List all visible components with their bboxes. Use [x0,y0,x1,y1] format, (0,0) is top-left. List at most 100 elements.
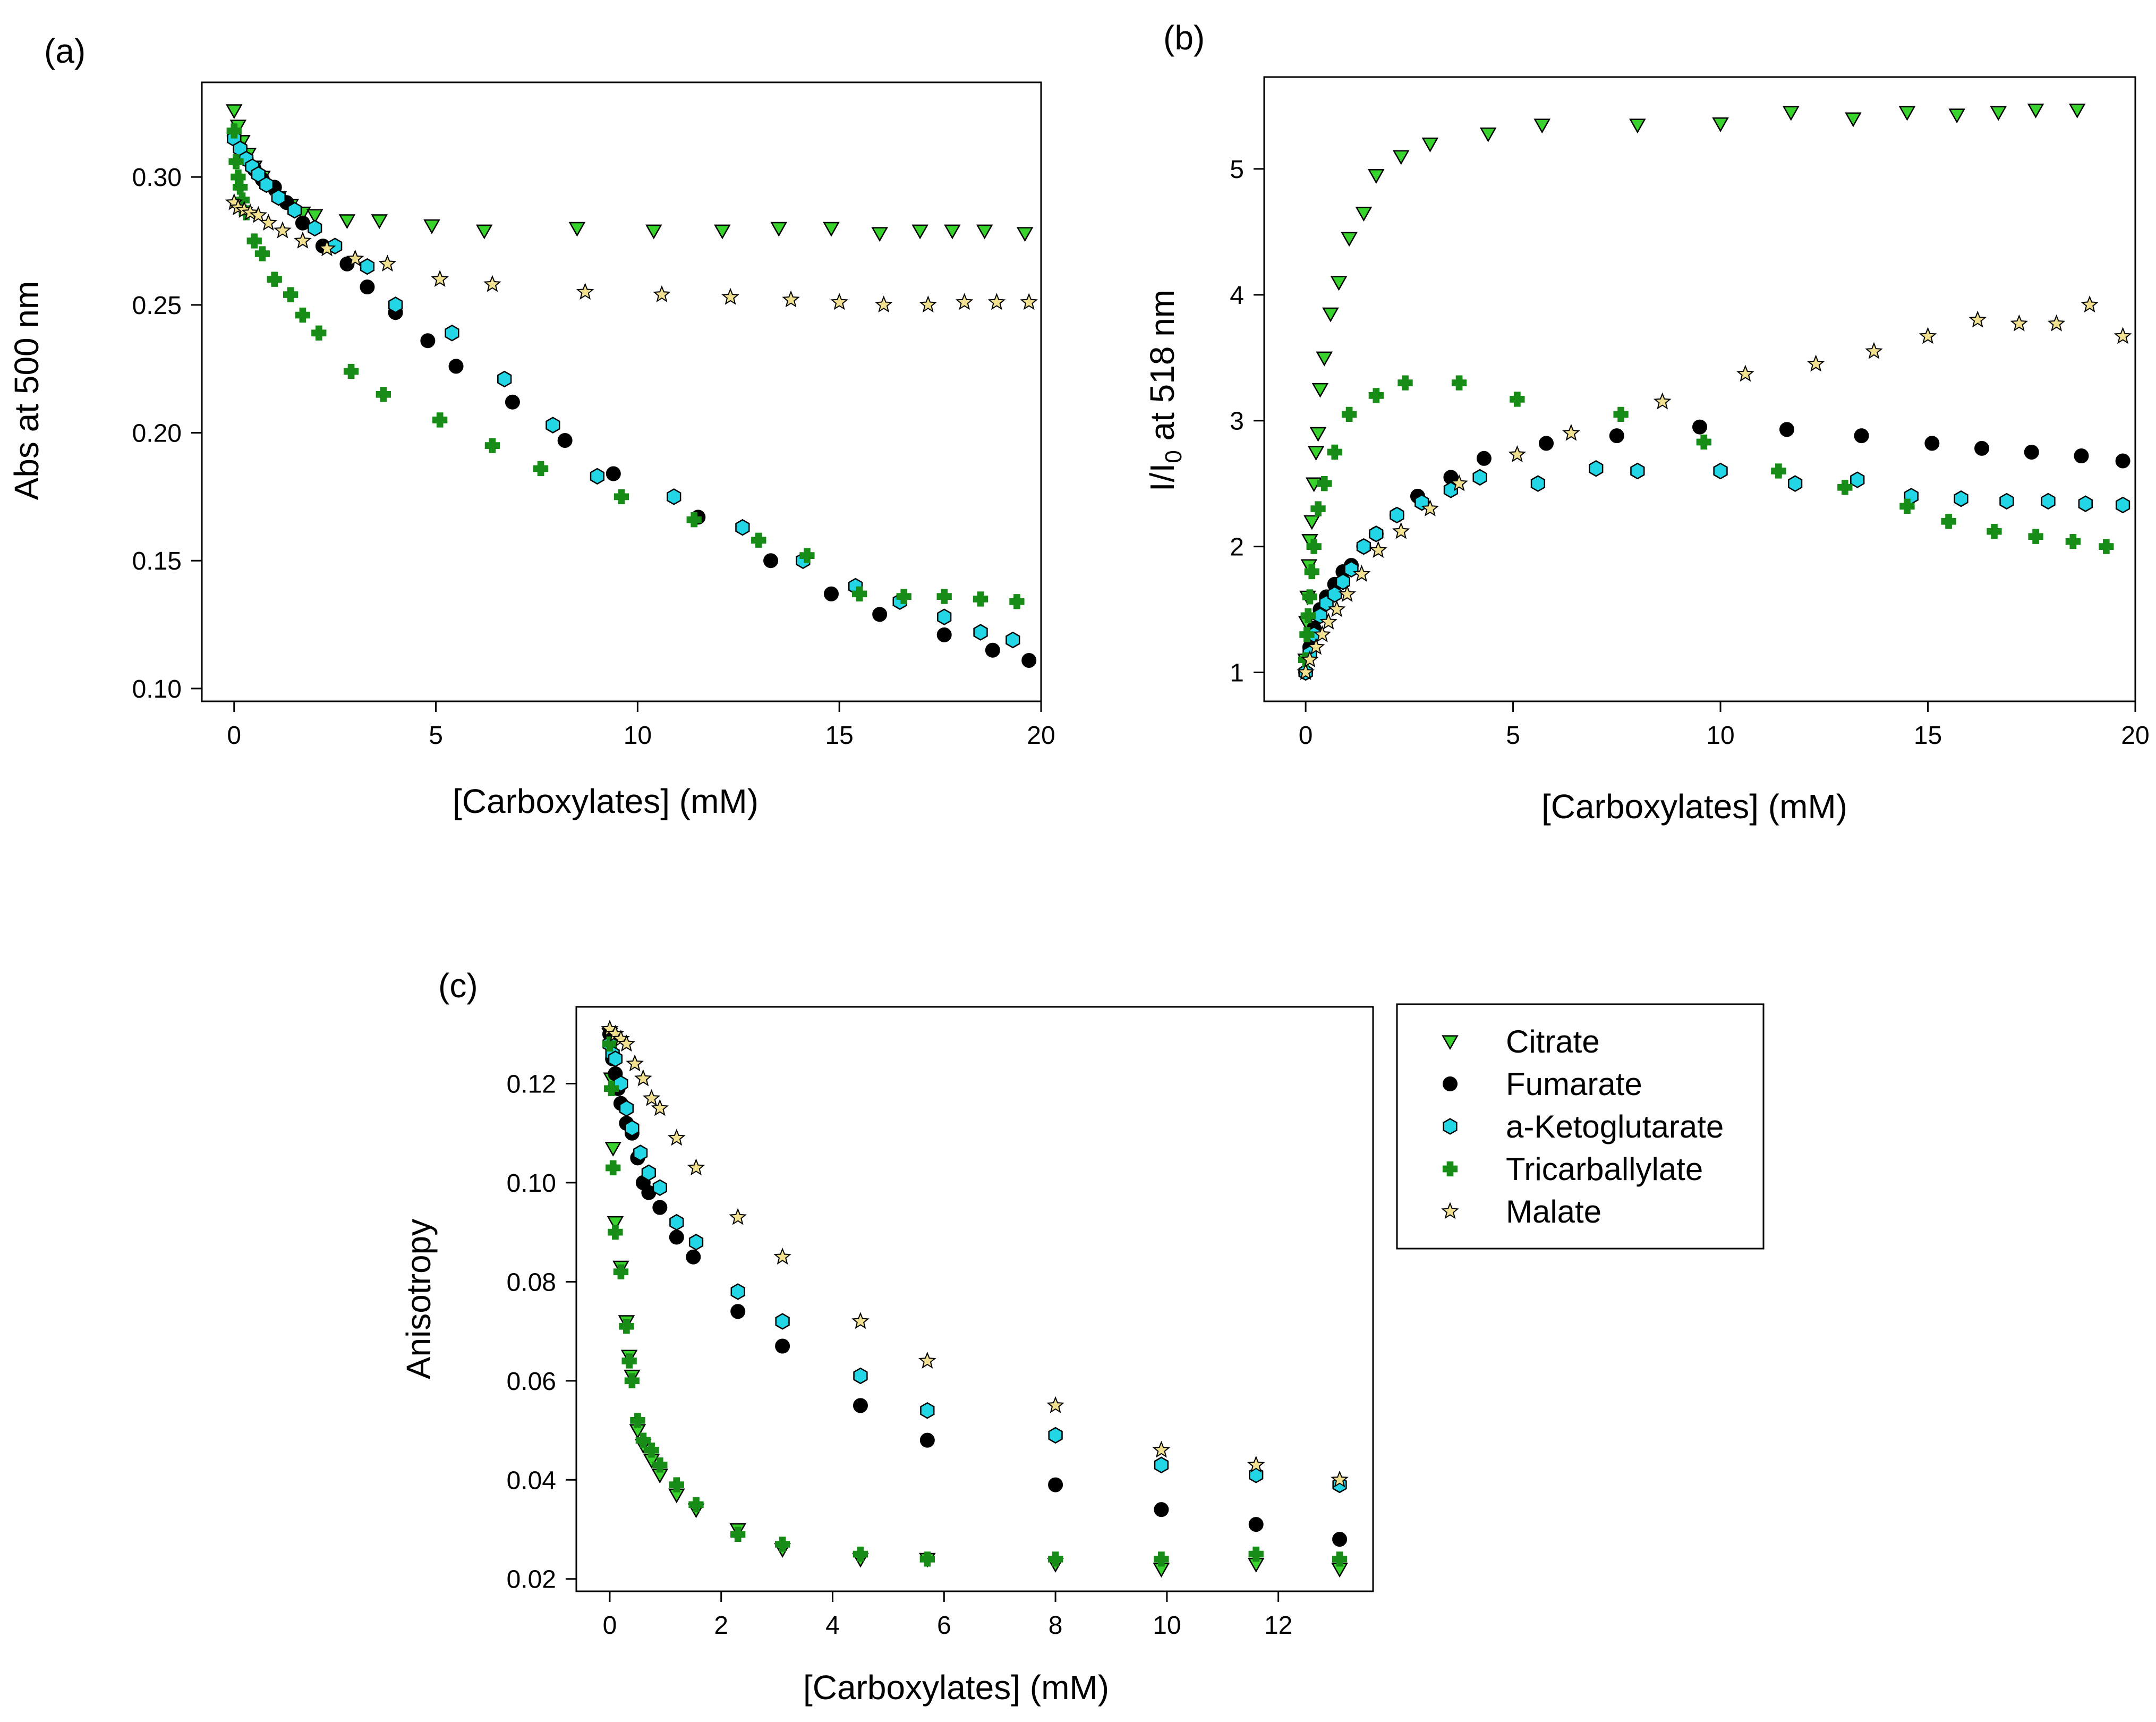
malate-point [1152,1440,1171,1458]
tricarballylate-point [686,512,702,528]
fumarate-point [1539,436,1554,451]
tricarballylate-point [852,586,867,601]
tricarballylate-point [1302,589,1318,605]
tricarballylate-point [1310,501,1326,516]
fumarate-point [420,333,436,349]
citrate-point [1309,427,1327,442]
fumarate-point [775,1338,790,1354]
tricarballylate-point [669,1477,684,1492]
malate-point [773,1248,791,1265]
panel-a-x-tick-label: 0 [227,722,241,750]
tricarballylate-point [644,1443,659,1458]
panel-b-series-fumarate [1298,419,2131,680]
a-ketoglutarate-point [388,296,403,313]
citrate-point [1948,108,1965,124]
panel-b-label: (b) [1163,19,1205,57]
tricarballylate-point [432,412,448,428]
malate-point [851,1312,870,1329]
citrate-point [423,219,440,234]
a-ketoglutarate-point [1154,1456,1169,1474]
a-ketoglutarate-point [973,624,988,641]
citrate-point [1307,446,1325,461]
a-ketoglutarate-point [652,1179,667,1196]
a-ketoglutarate-point [608,1050,623,1067]
a-ketoglutarate-point [251,166,266,183]
a-ketoglutarate-point [920,1402,935,1419]
a-ketoglutarate-point [259,176,274,193]
tricarballylate-point [919,1551,935,1567]
citrate-point [1898,106,1916,121]
a-ketoglutarate-point [590,468,605,485]
tricarballylate-point [2099,539,2114,554]
panel-c-y-tick-label: 0.10 [507,1169,556,1198]
legend-item-citrate: Citrate [1442,1024,1600,1059]
malate-point [1562,423,1580,441]
legend-item-tricarballylate: Tricarballylate [1442,1151,1703,1187]
tricarballylate-point [1299,627,1315,642]
fumarate-point [1924,436,1940,451]
panel-b-x-tick-label: 20 [2121,722,2149,750]
tricarballylate-point [602,1036,618,1052]
malate-point [378,255,397,272]
panel-a-y-tick-label: 0.30 [132,164,182,192]
malate-point [1508,445,1527,462]
panel-b-y-tick-label: 5 [1230,156,1244,184]
citrate-point [1533,118,1551,134]
citrate-point [2068,103,2086,118]
fumarate-point [1476,451,1492,466]
a-ketoglutarate-point [360,258,375,275]
fumarate-point [360,279,375,295]
a-ketoglutarate-point [1335,573,1351,590]
legend-label: Fumarate [1506,1066,1642,1102]
fumarate-point [339,256,355,272]
tricarballylate-point [613,489,629,505]
tricarballylate-point [254,246,270,261]
panel-c-plot-frame [575,1006,1374,1592]
legend-label: Citrate [1506,1024,1600,1059]
panel-b-series-malate [1297,295,2132,680]
legend: Citrate Fumarate a-Ketoglutarate Tricarball… [1396,1003,1765,1250]
tricarballylate-point [246,233,262,249]
malate-point [576,283,594,300]
tricarballylate-point [1300,608,1316,624]
tricarballylate-point [751,532,766,548]
tricarballylate-point [1397,375,1413,391]
malate-point [874,295,893,313]
a-ketoglutarate-point [1530,475,1546,492]
panel-a-x-tick-label: 10 [624,722,652,750]
tricarballylate-point [1248,1546,1264,1562]
fumarate-point [669,1229,684,1245]
a-ketoglutarate-point [546,417,560,434]
malate-point [1319,613,1337,630]
a-ketoglutarate-point [1005,631,1020,649]
a-ketoglutarate-point [735,519,750,536]
tricarballylate-point [603,1081,619,1096]
panel-b-x-axis-title: [Carboxylates] (mM) [1541,787,1847,826]
panel-c-x-tick-label: 4 [825,1611,840,1640]
malate-point [1369,541,1387,558]
panel-c-x-axis-title: [Carboxylates] (mM) [803,1668,1109,1707]
tricarballylate-point [1837,480,1853,495]
tricarballylate-point [228,154,244,169]
tricarballylate-point [1154,1551,1169,1567]
tricarballylate-point [1341,406,1357,422]
citrate-point [645,224,662,240]
panel-b-y-tick-label: 4 [1230,282,1244,310]
tricarballylate-point [613,1264,629,1279]
panel-a-x-axis-title: [Carboxylates] (mM) [453,782,759,820]
fumarate-point [730,1304,746,1319]
a-ketoglutarate-point [853,1367,868,1385]
malate-point [830,293,849,310]
citrate-point [338,214,356,230]
citrate-point [1712,117,1729,132]
citrate-point [371,214,388,230]
legend-item-malate: Malate [1441,1194,1601,1229]
citrate-point [604,1142,622,1157]
fumarate-point [448,359,464,374]
tricarballylate-point [1899,498,1915,514]
malate-point [729,1208,747,1225]
malate-point [431,270,449,287]
fumarate-point [505,394,520,410]
citrate-point [225,104,243,120]
legend-label: Malate [1506,1194,1601,1229]
